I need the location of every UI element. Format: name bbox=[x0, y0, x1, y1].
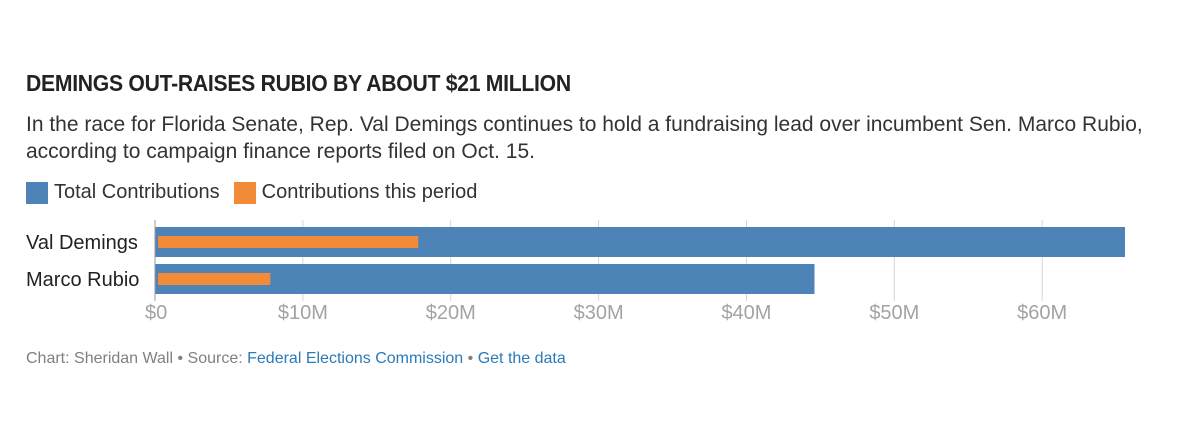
footer-separator: • bbox=[173, 350, 188, 367]
bar-chart: Val Demings Marco Rubio $0 $10M $20M $30M $40M… bbox=[26, 220, 1125, 324]
chart-credit: Chart: Sheridan Wall bbox=[26, 350, 174, 367]
legend-swatch-period bbox=[233, 181, 256, 204]
legend-label-period: Contributions this period bbox=[261, 181, 478, 203]
x-tick-label-1: $10M bbox=[278, 302, 328, 324]
chart-footer: Chart: Sheridan Wall • Source: Federal E… bbox=[26, 350, 566, 368]
legend-label-total: Total Contributions bbox=[54, 181, 220, 203]
chart-title: DEMINGS OUT-RAISES RUBIO BY ABOUT $21 MI… bbox=[26, 70, 571, 96]
x-tick-label-4: $40M bbox=[721, 302, 771, 324]
legend-swatch-total bbox=[26, 181, 48, 204]
source-label: Source: bbox=[187, 350, 248, 367]
legend-item-period: Contributions this period bbox=[233, 181, 478, 204]
x-tick-label-3: $30M bbox=[574, 302, 624, 324]
category-label-demings: Val Demings bbox=[26, 232, 138, 254]
legend: Total Contributions Contributions this p… bbox=[26, 181, 491, 204]
bar-period-demings bbox=[158, 236, 419, 248]
x-tick-label-5: $50M bbox=[869, 302, 919, 324]
legend-item-total: Total Contributions bbox=[26, 181, 220, 204]
chart-subtitle: In the race for Florida Senate, Rep. Val… bbox=[26, 113, 1143, 163]
category-label-rubio: Marco Rubio bbox=[26, 269, 139, 291]
bar-period-rubio bbox=[158, 273, 271, 285]
x-tick-label-2: $20M bbox=[426, 302, 476, 324]
x-tick-label-6: $60M bbox=[1017, 302, 1067, 324]
source-link[interactable]: Federal Elections Commission bbox=[247, 350, 464, 367]
x-tick-label-0: $0 bbox=[145, 302, 167, 324]
footer-separator-2: • bbox=[463, 350, 478, 367]
get-the-data-link[interactable]: Get the data bbox=[477, 350, 566, 367]
